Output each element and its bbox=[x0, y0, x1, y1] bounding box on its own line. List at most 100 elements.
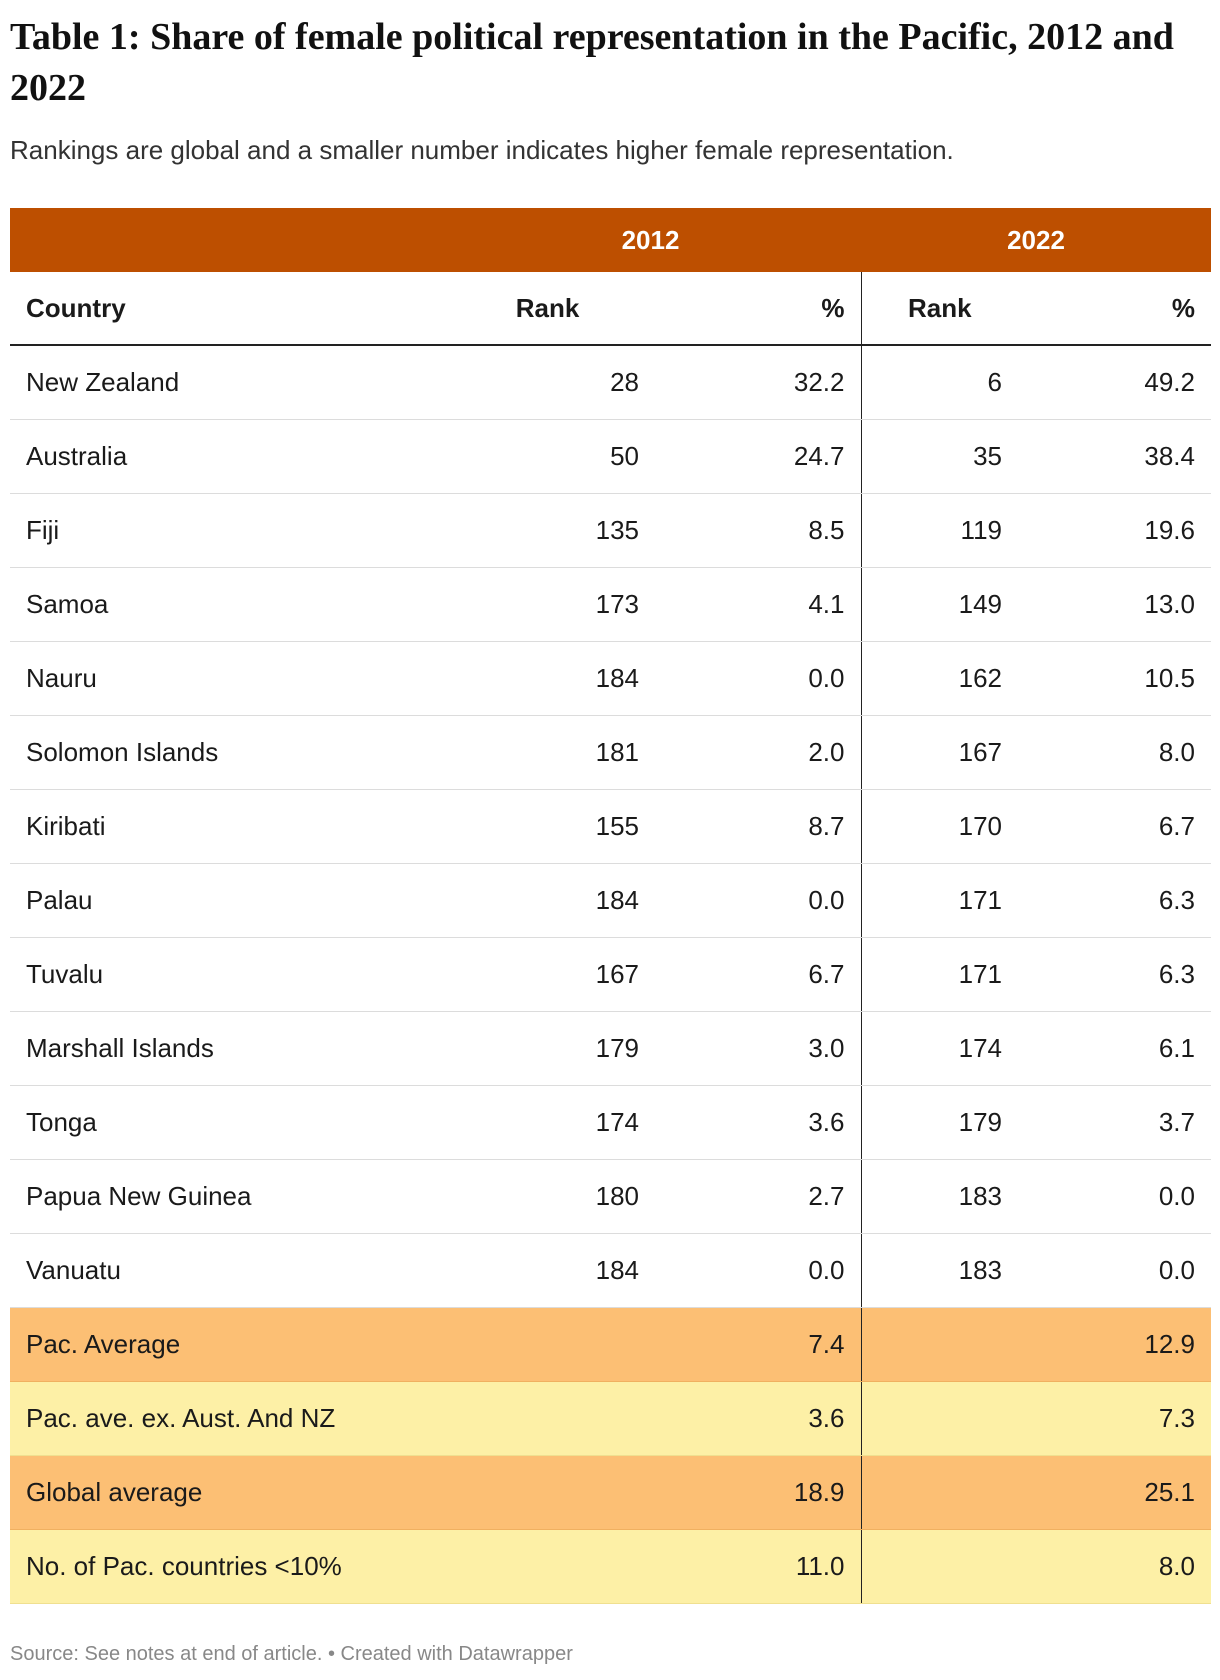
table-row: Vanuatu 184 0.0 183 0.0 bbox=[10, 1233, 1211, 1308]
pct-2022-cell: 19.6 bbox=[1018, 493, 1211, 568]
column-header-rank-2012: Rank bbox=[440, 272, 655, 346]
summary-empty-cell bbox=[861, 1307, 1018, 1382]
pct-2012-cell: 2.0 bbox=[655, 715, 862, 790]
rank-2012-cell: 184 bbox=[440, 641, 655, 716]
year-header-2022: 2022 bbox=[861, 208, 1211, 272]
pct-2012-cell: 3.0 bbox=[655, 1011, 862, 1086]
summary-label-cell: No. of Pac. countries <10% bbox=[10, 1529, 440, 1604]
table-row: Solomon Islands 181 2.0 167 8.0 bbox=[10, 715, 1211, 790]
pct-2022-cell: 6.1 bbox=[1018, 1011, 1211, 1086]
rank-2022-cell: 171 bbox=[861, 937, 1018, 1012]
summary-pct-2012-cell: 18.9 bbox=[655, 1455, 862, 1530]
blank-header-cell bbox=[10, 208, 440, 272]
column-header-row: Country Rank % Rank % bbox=[10, 272, 1211, 346]
pct-2022-cell: 13.0 bbox=[1018, 567, 1211, 642]
rank-2022-cell: 35 bbox=[861, 419, 1018, 494]
source-note: Source: See notes at end of article. • C… bbox=[10, 1643, 573, 1665]
pct-2012-cell: 8.5 bbox=[655, 493, 862, 568]
pct-2012-cell: 0.0 bbox=[655, 863, 862, 938]
table-row: Tonga 174 3.6 179 3.7 bbox=[10, 1085, 1211, 1160]
country-cell: Australia bbox=[10, 419, 440, 494]
pct-2012-cell: 0.0 bbox=[655, 1233, 862, 1308]
table-row: Papua New Guinea 180 2.7 183 0.0 bbox=[10, 1159, 1211, 1234]
rank-2022-cell: 171 bbox=[861, 863, 1018, 938]
column-header-rank-2022: Rank bbox=[861, 272, 1018, 346]
summary-empty-cell bbox=[440, 1529, 655, 1604]
table-body: New Zealand 28 32.2 6 49.2 Australia 50 24.7 35 3… bbox=[10, 345, 1211, 1604]
pct-2012-cell: 32.2 bbox=[655, 345, 862, 420]
country-cell: New Zealand bbox=[10, 345, 440, 420]
year-header-row: 2012 2022 bbox=[10, 208, 1211, 272]
summary-empty-cell bbox=[861, 1381, 1018, 1456]
rank-2012-cell: 135 bbox=[440, 493, 655, 568]
page-title: Table 1: Share of female political repre… bbox=[10, 16, 1174, 109]
rank-2012-cell: 28 bbox=[440, 345, 655, 420]
summary-label-cell: Pac. Average bbox=[10, 1307, 440, 1382]
country-cell: Marshall Islands bbox=[10, 1011, 440, 1086]
rank-2012-cell: 174 bbox=[440, 1085, 655, 1160]
summary-row: Pac. Average 7.4 12.9 bbox=[10, 1307, 1211, 1382]
year-header-2012: 2012 bbox=[440, 208, 861, 272]
column-header-pct-2022: % bbox=[1018, 272, 1211, 346]
rank-2022-cell: 170 bbox=[861, 789, 1018, 864]
summary-label-cell: Pac. ave. ex. Aust. And NZ bbox=[10, 1381, 440, 1456]
table-row: Fiji 135 8.5 119 19.6 bbox=[10, 493, 1211, 568]
pct-2022-cell: 10.5 bbox=[1018, 641, 1211, 716]
rank-2022-cell: 149 bbox=[861, 567, 1018, 642]
country-cell: Tuvalu bbox=[10, 937, 440, 1012]
country-cell: Palau bbox=[10, 863, 440, 938]
pct-2012-cell: 6.7 bbox=[655, 937, 862, 1012]
table-row: New Zealand 28 32.2 6 49.2 bbox=[10, 345, 1211, 420]
rank-2012-cell: 181 bbox=[440, 715, 655, 790]
rank-2022-cell: 183 bbox=[861, 1233, 1018, 1308]
pct-2022-cell: 0.0 bbox=[1018, 1233, 1211, 1308]
rank-2022-cell: 174 bbox=[861, 1011, 1018, 1086]
rank-2012-cell: 173 bbox=[440, 567, 655, 642]
summary-empty-cell bbox=[861, 1455, 1018, 1530]
summary-empty-cell bbox=[440, 1307, 655, 1382]
table-row: Nauru 184 0.0 162 10.5 bbox=[10, 641, 1211, 716]
country-cell: Samoa bbox=[10, 567, 440, 642]
rank-2022-cell: 183 bbox=[861, 1159, 1018, 1234]
pct-2022-cell: 6.3 bbox=[1018, 937, 1211, 1012]
summary-pct-2022-cell: 7.3 bbox=[1018, 1381, 1211, 1456]
summary-empty-cell bbox=[861, 1529, 1018, 1604]
summary-pct-2022-cell: 8.0 bbox=[1018, 1529, 1211, 1604]
pct-2022-cell: 49.2 bbox=[1018, 345, 1211, 420]
summary-pct-2012-cell: 3.6 bbox=[655, 1381, 862, 1456]
summary-pct-2022-cell: 12.9 bbox=[1018, 1307, 1211, 1382]
rank-2012-cell: 155 bbox=[440, 789, 655, 864]
summary-row: Global average 18.9 25.1 bbox=[10, 1455, 1211, 1530]
column-header-country: Country bbox=[10, 272, 440, 346]
pct-2012-cell: 24.7 bbox=[655, 419, 862, 494]
table-row: Australia 50 24.7 35 38.4 bbox=[10, 419, 1211, 494]
representation-table: 2012 2022 Country Rank % Rank % New Zeal… bbox=[10, 208, 1211, 1604]
country-cell: Kiribati bbox=[10, 789, 440, 864]
rank-2022-cell: 119 bbox=[861, 493, 1018, 568]
pct-2012-cell: 0.0 bbox=[655, 641, 862, 716]
country-cell: Papua New Guinea bbox=[10, 1159, 440, 1234]
summary-empty-cell bbox=[440, 1455, 655, 1530]
pct-2022-cell: 6.3 bbox=[1018, 863, 1211, 938]
pct-2012-cell: 3.6 bbox=[655, 1085, 862, 1160]
summary-pct-2012-cell: 11.0 bbox=[655, 1529, 862, 1604]
rank-2012-cell: 50 bbox=[440, 419, 655, 494]
pct-2012-cell: 8.7 bbox=[655, 789, 862, 864]
summary-label-cell: Global average bbox=[10, 1455, 440, 1530]
summary-row: Pac. ave. ex. Aust. And NZ 3.6 7.3 bbox=[10, 1381, 1211, 1456]
country-cell: Nauru bbox=[10, 641, 440, 716]
rank-2022-cell: 179 bbox=[861, 1085, 1018, 1160]
summary-pct-2012-cell: 7.4 bbox=[655, 1307, 862, 1382]
rank-2012-cell: 167 bbox=[440, 937, 655, 1012]
rank-2022-cell: 167 bbox=[861, 715, 1018, 790]
summary-empty-cell bbox=[440, 1381, 655, 1456]
country-cell: Vanuatu bbox=[10, 1233, 440, 1308]
column-header-pct-2012: % bbox=[655, 272, 862, 346]
summary-row: No. of Pac. countries <10% 11.0 8.0 bbox=[10, 1529, 1211, 1604]
table-row: Kiribati 155 8.7 170 6.7 bbox=[10, 789, 1211, 864]
pct-2022-cell: 8.0 bbox=[1018, 715, 1211, 790]
table-row: Tuvalu 167 6.7 171 6.3 bbox=[10, 937, 1211, 1012]
rank-2012-cell: 184 bbox=[440, 1233, 655, 1308]
subtitle: Rankings are global and a smaller number… bbox=[10, 135, 954, 165]
country-cell: Fiji bbox=[10, 493, 440, 568]
